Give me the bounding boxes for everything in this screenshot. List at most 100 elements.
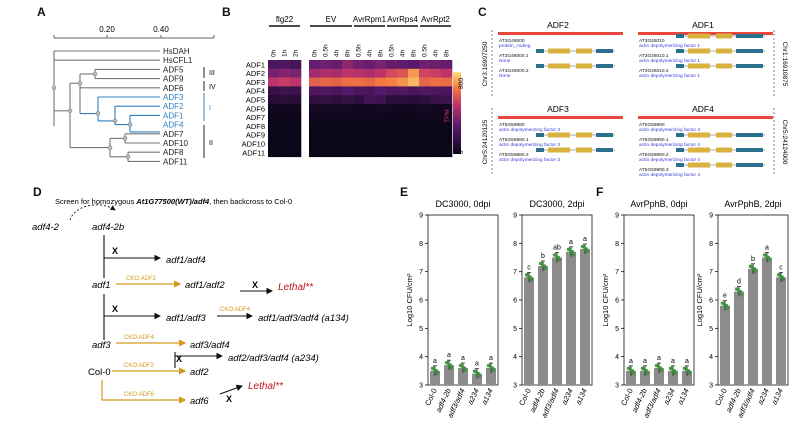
data-point bbox=[780, 275, 785, 280]
heatmap-cell bbox=[397, 60, 409, 70]
heatmap-cell bbox=[441, 112, 453, 122]
utr-block bbox=[536, 49, 544, 53]
heatmap-cell bbox=[419, 121, 431, 131]
chart-title: AvrPphB, 2dpi bbox=[724, 199, 781, 209]
significance-letter: a bbox=[765, 245, 769, 252]
utr-block bbox=[736, 148, 763, 152]
heatmap-time-label: 8h bbox=[345, 49, 352, 57]
exon-block bbox=[688, 162, 710, 168]
panel-label-e: E bbox=[400, 185, 409, 199]
data-point bbox=[584, 247, 589, 251]
significance-letter: a bbox=[583, 236, 587, 243]
heatmap-cell bbox=[290, 121, 302, 131]
heatmap-cell bbox=[320, 130, 332, 140]
heatmap-cell bbox=[397, 95, 409, 105]
heatmap-cell bbox=[268, 86, 280, 96]
heatmap-cell bbox=[419, 60, 431, 70]
heatmap-cell bbox=[279, 121, 291, 131]
heatmap-cell bbox=[397, 68, 409, 78]
cross-marker: X bbox=[176, 354, 182, 364]
panel-label-d: D bbox=[33, 185, 42, 199]
data-point bbox=[542, 264, 547, 268]
heatmap-cell bbox=[279, 60, 291, 70]
y-tick-label: 6 bbox=[615, 298, 619, 305]
data-point bbox=[568, 247, 572, 252]
heatmap-cell bbox=[268, 112, 280, 122]
significance-letter: ab bbox=[553, 245, 561, 252]
utr-block bbox=[676, 163, 684, 167]
heatmap-cell bbox=[364, 68, 376, 78]
heatmap-cell bbox=[342, 104, 354, 114]
y-tick-label: 5 bbox=[709, 326, 713, 333]
heatmap-cell bbox=[309, 77, 321, 87]
heatmap-cell bbox=[441, 95, 453, 105]
heatmap-cell bbox=[419, 130, 431, 140]
heatmap-cell bbox=[375, 130, 387, 140]
data-point bbox=[630, 369, 635, 373]
heatmap-cell bbox=[279, 112, 291, 122]
heatmap-cell bbox=[397, 121, 409, 131]
significance-letter: a bbox=[447, 352, 451, 359]
cross-marker: X bbox=[252, 280, 258, 290]
crossing-scheme: Screen for homozygous At1G77500(WT)/adf4… bbox=[32, 197, 349, 407]
chart-title: DC3000, 0dpi bbox=[435, 199, 490, 209]
x-tick-label: a234 bbox=[466, 387, 481, 406]
cko-label: CKO:ADF4 bbox=[124, 335, 155, 341]
tree-group-label: IV bbox=[209, 84, 216, 91]
chart-title: DC3000, 2dpi bbox=[529, 199, 584, 209]
significance-letter: c bbox=[527, 264, 531, 271]
heatmap-cell bbox=[419, 95, 431, 105]
y-tick-label: 3 bbox=[615, 383, 619, 390]
significance-letter: a bbox=[657, 355, 661, 362]
heatmap-cell bbox=[386, 68, 398, 78]
tree-node bbox=[51, 85, 57, 91]
genotype-adf4-2b: adf4-2b bbox=[92, 222, 124, 233]
heatmap-cell bbox=[375, 77, 387, 87]
heatmap-cell bbox=[290, 130, 302, 140]
transcript-desc: None bbox=[499, 73, 511, 79]
y-tick-label: 3 bbox=[513, 383, 517, 390]
panel-label-a: A bbox=[37, 5, 46, 19]
genotype-adf1: adf1 bbox=[92, 280, 111, 291]
data-point bbox=[554, 253, 558, 257]
data-point bbox=[752, 267, 757, 271]
tree-group-label: II bbox=[209, 140, 213, 147]
heatmap-cell bbox=[268, 60, 280, 70]
x-tick-label: a134 bbox=[676, 387, 691, 406]
heatmap-cell bbox=[331, 68, 343, 78]
utr-block bbox=[736, 64, 763, 68]
heatmap-cell bbox=[441, 77, 453, 87]
heatmap-legend-bar bbox=[453, 72, 461, 154]
axis-chr5-right: Chr5:24124000 bbox=[781, 120, 788, 165]
significance-letter: a bbox=[433, 358, 437, 365]
heatmap-time-label: 0.5h bbox=[323, 44, 330, 57]
transcript-desc: actin depolymerizing factor 3 bbox=[499, 142, 560, 148]
heatmap-cell bbox=[320, 112, 332, 122]
utr-block bbox=[736, 163, 763, 167]
tree-group-label: III bbox=[209, 70, 215, 77]
x-tick-label: a134 bbox=[770, 387, 785, 406]
genotype-adf3: adf3 bbox=[92, 340, 111, 351]
heatmap-cell bbox=[320, 60, 332, 70]
transcript-id: AT3G46000.1 bbox=[499, 53, 529, 59]
data-point bbox=[434, 369, 439, 373]
heatmap-cell bbox=[353, 104, 365, 114]
exon-block bbox=[688, 33, 710, 39]
data-point bbox=[738, 289, 743, 294]
heatmap-cell bbox=[353, 121, 365, 131]
heatmap-cell bbox=[342, 139, 354, 149]
y-axis-label: Log10 CFU/cm² bbox=[405, 273, 414, 326]
cko-label: CKO:ADF4 bbox=[220, 307, 251, 313]
y-tick-label: 9 bbox=[709, 213, 713, 220]
heatmap-cell bbox=[419, 104, 431, 114]
heatmap-cell bbox=[290, 77, 302, 87]
heatmap-cell bbox=[309, 139, 321, 149]
gene-span bbox=[638, 116, 773, 119]
utr-block bbox=[596, 148, 613, 152]
tree-leaf-label: ADF7 bbox=[163, 130, 184, 139]
heatmap-cell bbox=[353, 95, 365, 105]
transcript-id: AT3G46000 bbox=[499, 38, 525, 44]
bar bbox=[524, 277, 534, 385]
heatmap-cell bbox=[408, 95, 420, 105]
heatmap-cell bbox=[353, 60, 365, 70]
